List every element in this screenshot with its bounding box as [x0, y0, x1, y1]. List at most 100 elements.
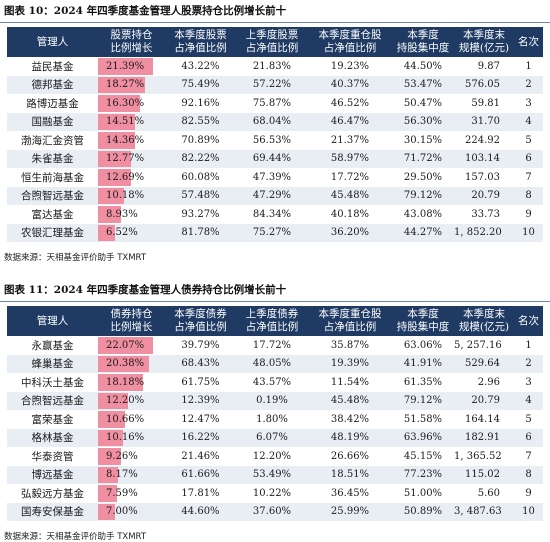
cell-prev: 47.39%: [236, 168, 308, 187]
growth-bar-cell: 7.00%: [98, 502, 165, 521]
cell-scale: 529.64: [454, 354, 514, 373]
manager-name: 华泰资管: [7, 447, 98, 466]
column-header: 名次: [514, 306, 543, 336]
table-row: 恒生前海基金 12.69% 60.08% 47.39% 17.72% 29.50% 157.…: [7, 168, 543, 187]
cell-rank: 8: [514, 186, 543, 205]
growth-value: 18.27%: [106, 79, 145, 91]
table-row: 永赢基金 22.07% 39.79% 17.72% 35.87% 63.06% 5, 257…: [7, 336, 543, 355]
cell-conc: 50.89%: [392, 502, 454, 521]
growth-bar-cell: 10.16%: [98, 428, 165, 447]
stock-growth-table: 管理人 股票持仓 比例增长 本季度股票 占净值比例 上季度股票 占净值比例 本季度重仓股 占净值…: [7, 27, 543, 242]
column-header: 本季度股票 占净值比例: [165, 27, 236, 57]
cell-scale: 9.87: [454, 57, 514, 76]
table-row: 合煦智远基金 12.20% 12.39% 0.19% 45.48% 79.12% 20.79…: [7, 391, 543, 410]
manager-name: 德邦基金: [7, 75, 98, 94]
cell-rank: 1: [514, 336, 543, 355]
cell-conc: 56.30%: [392, 112, 454, 131]
column-header-line: 债券持仓: [110, 308, 153, 320]
manager-name: 合煦智远基金: [7, 391, 98, 410]
column-header: 本季度 持股集中度: [392, 27, 454, 57]
growth-bar-cell: 18.27%: [98, 75, 165, 94]
table-row: 德邦基金 18.27% 75.49% 57.22% 40.37% 53.47% 576.05…: [7, 75, 543, 94]
column-header-line: 规模(亿元): [458, 321, 510, 333]
growth-value: 8.17%: [106, 469, 138, 481]
cell-rank: 4: [514, 391, 543, 410]
manager-name: 蜂巢基金: [7, 354, 98, 373]
column-header-line: 占净值比例: [323, 321, 377, 333]
cell-scale: 5.60: [454, 484, 514, 503]
column-header: 管理人: [7, 27, 98, 57]
growth-bar-cell: 12.77%: [98, 149, 165, 168]
column-header-line: 本季度债券: [174, 308, 227, 320]
cell-conc: 71.72%: [392, 149, 454, 168]
cell-scale: 576.05: [454, 75, 514, 94]
cell-conc: 77.23%: [392, 465, 454, 484]
cell-cur: 82.22%: [165, 149, 236, 168]
cell-heavy: 46.52%: [308, 94, 392, 113]
column-header-line: 占净值比例: [245, 321, 299, 333]
cell-cur: 93.27%: [165, 205, 236, 224]
cell-heavy: 40.18%: [308, 205, 392, 224]
cell-scale: 1, 365.52: [454, 447, 514, 466]
cell-conc: 41.91%: [392, 354, 454, 373]
table-caption: 图表 10：2024 年四季度基金管理人股票持仓比例增长前十: [0, 0, 550, 23]
growth-value: 12.77%: [106, 153, 145, 165]
column-header-line: 比例增长: [110, 42, 153, 54]
column-header-line: 占净值比例: [245, 42, 299, 54]
data-source-note: 数据来源：天相基金评价助手 TXMRT: [4, 532, 147, 542]
column-header-line: 管理人: [36, 35, 69, 48]
cell-rank: 3: [514, 373, 543, 392]
cell-rank: 5: [514, 410, 543, 429]
table-header-row: 管理人 债券持仓 比例增长 本季度债券 占净值比例 上季度债券 占净值比例 本季度重仓股 占净值…: [7, 306, 543, 336]
manager-name: 中科沃土基金: [7, 373, 98, 392]
growth-bar: [98, 411, 125, 428]
growth-bar-cell: 12.20%: [98, 391, 165, 410]
column-header: 本季度重仓股 占净值比例: [308, 306, 392, 336]
cell-scale: 182.91: [454, 428, 514, 447]
cell-conc: 51.00%: [392, 484, 454, 503]
cell-prev: 84.34%: [236, 205, 308, 224]
column-header: 本季度重仓股 占净值比例: [308, 27, 392, 57]
growth-bar-cell: 20.38%: [98, 354, 165, 373]
column-header-line: 股票持仓: [110, 29, 153, 41]
cell-scale: 3, 487.63: [454, 502, 514, 521]
column-header-line: 本季度股票: [174, 29, 227, 41]
growth-bar-cell: 8.93%: [98, 205, 165, 224]
growth-value: 22.07%: [106, 339, 145, 351]
cell-cur: 57.48%: [165, 186, 236, 205]
cell-heavy: 17.72%: [308, 168, 392, 187]
column-header: 股票持仓 比例增长: [98, 27, 165, 57]
cell-conc: 51.58%: [392, 410, 454, 429]
cell-prev: 75.87%: [236, 94, 308, 113]
cell-cur: 16.22%: [165, 428, 236, 447]
cell-conc: 29.50%: [392, 168, 454, 187]
growth-bar-cell: 6.52%: [98, 223, 165, 242]
growth-value: 10.16%: [106, 432, 145, 444]
cell-prev: 43.57%: [236, 373, 308, 392]
column-header-line: 本季度: [407, 308, 439, 320]
cell-cur: 75.49%: [165, 75, 236, 94]
column-header-line: 名次: [518, 35, 539, 48]
growth-bar: [98, 95, 140, 112]
growth-value: 20.38%: [106, 358, 145, 370]
cell-prev: 48.05%: [236, 354, 308, 373]
manager-name: 国融基金: [7, 112, 98, 131]
column-header-line: 占净值比例: [174, 321, 227, 333]
column-header-line: 本季度重仓股: [318, 29, 382, 41]
cell-scale: 20.79: [454, 186, 514, 205]
column-header: 本季度债券 占净值比例: [165, 306, 236, 336]
growth-bar: [98, 224, 115, 241]
cell-prev: 75.27%: [236, 223, 308, 242]
cell-heavy: 45.48%: [308, 391, 392, 410]
growth-value: 16.30%: [106, 97, 145, 109]
cell-cur: 61.75%: [165, 373, 236, 392]
manager-name: 合煦智远基金: [7, 186, 98, 205]
growth-bar: [98, 76, 145, 93]
growth-bar: [98, 355, 149, 372]
cell-rank: 2: [514, 75, 543, 94]
growth-value: 6.52%: [106, 227, 138, 239]
growth-bar: [98, 485, 117, 502]
table-row: 蜂巢基金 20.38% 68.43% 48.05% 19.39% 41.91% 529.64…: [7, 354, 543, 373]
cell-rank: 10: [514, 502, 543, 521]
growth-value: 21.39%: [106, 60, 145, 72]
